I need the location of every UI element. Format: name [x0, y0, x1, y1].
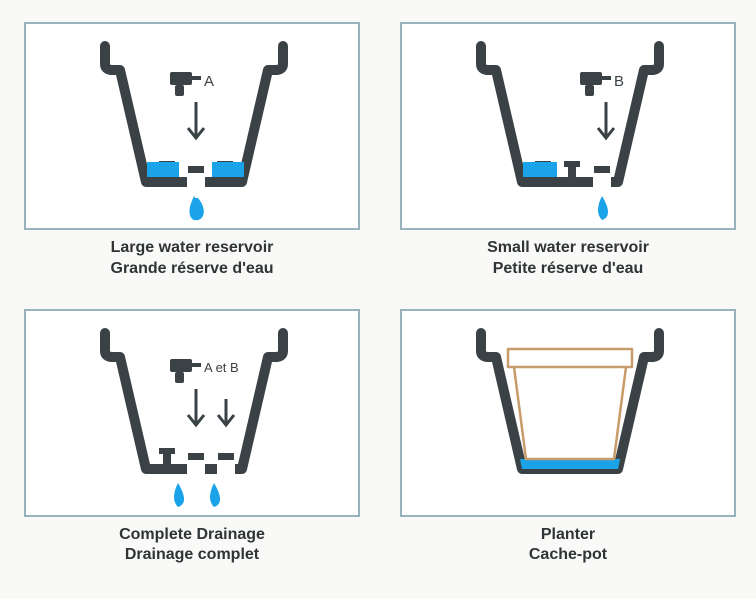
drill-label: A et B: [204, 360, 239, 375]
drill-icon: B: [580, 72, 624, 96]
arrow-down-icon: [598, 102, 614, 138]
caption-large-reservoir: Large water reservoir Grande réserve d'e…: [111, 238, 274, 280]
diagram-grid: A Large water reservoir Grande réserve d…: [0, 0, 756, 599]
panel-complete-drainage: A et B: [24, 309, 360, 517]
cell-complete-drainage: A et B Complete Drainage Drainage comple…: [24, 309, 360, 576]
panel-large-reservoir: A: [24, 22, 360, 230]
caption-en: Complete Drainage: [119, 525, 265, 546]
drill-icon: A: [170, 72, 214, 96]
inner-pot-icon: [508, 349, 632, 459]
cell-small-reservoir: B Small water reservoir Petite réserve d…: [400, 22, 736, 289]
caption-en: Small water reservoir: [487, 238, 649, 259]
drill-label: A: [204, 73, 214, 90]
illustration-planter: [402, 311, 738, 519]
illustration-complete-drainage: A et B: [26, 311, 362, 519]
caption-fr: Grande réserve d'eau: [111, 259, 274, 280]
panel-small-reservoir: B: [400, 22, 736, 230]
illustration-large-reservoir: A: [26, 24, 362, 232]
illustration-small-reservoir: B: [402, 24, 738, 232]
caption-planter: Planter Cache-pot: [529, 525, 607, 567]
arrow-down-icon: [218, 399, 234, 425]
caption-small-reservoir: Small water reservoir Petite réserve d'e…: [487, 238, 649, 280]
caption-en: Large water reservoir: [111, 238, 274, 259]
arrow-down-icon: [188, 102, 204, 138]
arrow-down-icon: [188, 389, 204, 425]
caption-fr: Petite réserve d'eau: [487, 259, 649, 280]
caption-fr: Cache-pot: [529, 545, 607, 566]
caption-fr: Drainage complet: [119, 545, 265, 566]
caption-complete-drainage: Complete Drainage Drainage complet: [119, 525, 265, 567]
panel-planter: [400, 309, 736, 517]
cell-large-reservoir: A Large water reservoir Grande réserve d…: [24, 22, 360, 289]
drill-icon: A et B: [170, 359, 239, 383]
caption-en: Planter: [529, 525, 607, 546]
cell-planter: Planter Cache-pot: [400, 309, 736, 576]
drill-label: B: [614, 73, 624, 90]
